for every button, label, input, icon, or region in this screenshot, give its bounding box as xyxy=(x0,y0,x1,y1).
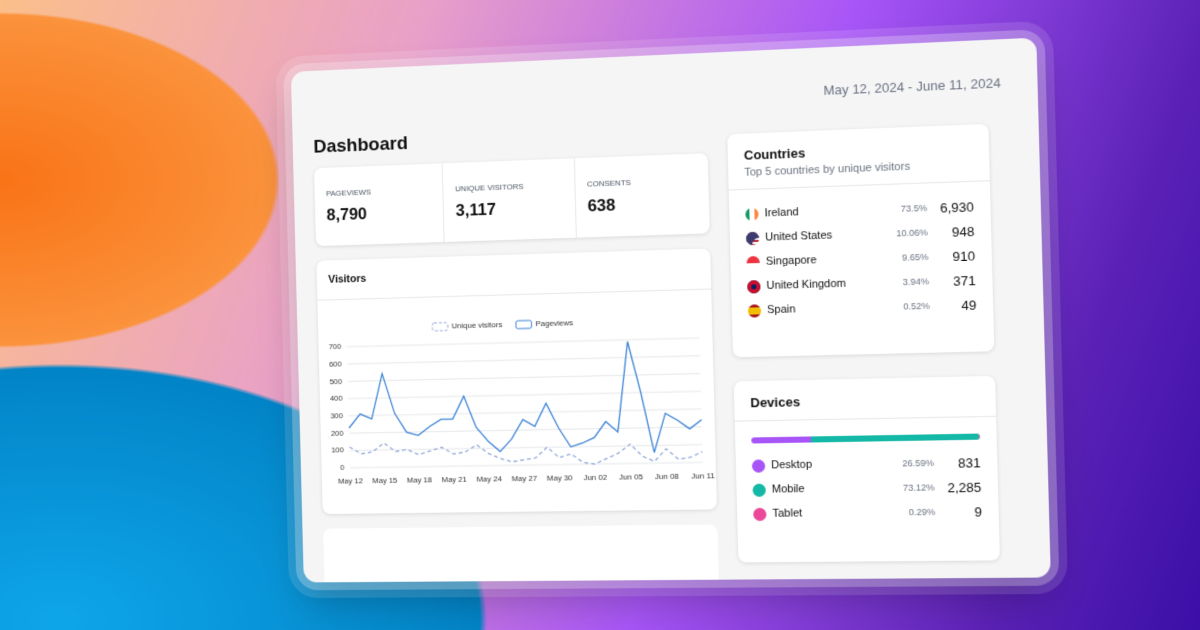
flag-icon xyxy=(745,207,759,221)
visitors-panel: Visitors 0 100 200 300 400 500 600 700 May 12 May… xyxy=(316,248,717,515)
grid-line xyxy=(349,409,702,416)
grid-line xyxy=(348,374,701,382)
y-tick-label: 0 xyxy=(340,463,345,472)
country-count: 948 xyxy=(951,223,975,240)
country-share: 73.5% xyxy=(900,202,928,214)
y-tick-label: 100 xyxy=(331,446,344,455)
device-bar xyxy=(751,433,980,444)
device-row: Desktop 26.59% 831 xyxy=(736,450,998,478)
countries-panel: Countries Top 5 countries by unique visi… xyxy=(727,123,995,358)
y-tick-label: 300 xyxy=(330,411,343,420)
device-dot xyxy=(753,507,767,521)
line-chart: 0 100 200 300 400 500 600 700 May 12 May 15 May 18… xyxy=(329,318,715,485)
stat-label: UNIQUE VISITORS xyxy=(455,181,524,194)
legend-label: Unique visitors xyxy=(452,320,503,330)
panel-title: Devices xyxy=(750,394,801,411)
device-row: Tablet 0.29% 9 xyxy=(737,499,999,526)
stat: UNIQUE VISITORS 3,117 xyxy=(442,158,577,242)
legend-swatch xyxy=(432,323,448,331)
x-tick-label: Jun 02 xyxy=(583,473,607,482)
x-tick-label: May 21 xyxy=(441,475,466,484)
stat: PAGEVIEWS 8,790 xyxy=(314,163,445,247)
country-count: 371 xyxy=(952,272,976,289)
country-share: 10.06% xyxy=(896,227,928,239)
device-name: Mobile xyxy=(771,483,805,496)
country-name: United Kingdom xyxy=(766,277,847,293)
stats-panel: PAGEVIEWS 8,790 UNIQUE VISITORS 3,117 CONSEN… xyxy=(314,153,710,247)
legend-swatch xyxy=(516,320,532,328)
x-tick-label: Jun 08 xyxy=(655,472,680,482)
country-share: 3.94% xyxy=(902,276,930,288)
x-tick-label: May 30 xyxy=(547,473,574,482)
panel-header: Devices xyxy=(733,375,997,422)
y-tick-label: 600 xyxy=(329,359,342,368)
panel-header: Countries Top 5 countries by unique visi… xyxy=(727,123,990,191)
country-name: United States xyxy=(765,229,833,244)
grid-line xyxy=(350,462,703,467)
legend-label: Pageviews xyxy=(535,318,573,328)
y-tick-label: 700 xyxy=(329,342,342,351)
device-row: Mobile 73.12% 2,285 xyxy=(736,474,998,502)
device-name: Desktop xyxy=(771,458,813,472)
devices-panel: Devices Desktop 26.59% 831 Mobile 73.12% 2,28… xyxy=(733,375,1000,563)
device-count: 2,285 xyxy=(947,479,982,495)
country-list: Ireland 73.5% 6,930 United States 10.06% 948 S… xyxy=(729,181,994,323)
stat-value: 638 xyxy=(587,195,616,216)
x-tick-label: May 27 xyxy=(511,474,537,483)
flag-icon xyxy=(746,255,760,269)
x-tick-label: Jun 05 xyxy=(619,472,644,481)
country-count: 49 xyxy=(961,296,977,313)
dashboard-card: May 12, 2024 - June 11, 2024 Dashboard P… xyxy=(290,37,1051,583)
grid-line xyxy=(347,356,700,364)
country-name: Singapore xyxy=(765,254,817,268)
x-tick-label: May 15 xyxy=(372,476,398,485)
grid-line xyxy=(347,338,699,347)
country-share: 0.52% xyxy=(903,300,930,312)
date-range[interactable]: May 12, 2024 - June 11, 2024 xyxy=(823,75,1002,99)
country-name: Spain xyxy=(766,303,796,317)
device-bar-segment xyxy=(811,433,980,443)
y-tick-label: 500 xyxy=(329,377,342,386)
device-bar-segment xyxy=(979,433,980,440)
country-count: 6,930 xyxy=(939,198,975,216)
device-share: 26.59% xyxy=(902,457,934,469)
device-count: 831 xyxy=(957,454,981,471)
device-dot xyxy=(752,483,766,497)
flag-icon xyxy=(745,231,760,245)
device-dot xyxy=(751,458,766,473)
device-share: 73.12% xyxy=(902,482,935,493)
y-tick-label: 200 xyxy=(331,428,344,437)
stat: CONSENTS 638 xyxy=(574,153,709,238)
stat-label: CONSENTS xyxy=(586,178,631,189)
country-count: 910 xyxy=(952,247,976,264)
stat-value: 8,790 xyxy=(326,204,368,225)
grid-line xyxy=(348,391,701,398)
x-tick-label: Jun 11 xyxy=(691,471,715,481)
x-tick-label: May 12 xyxy=(338,476,363,485)
device-share: 0.29% xyxy=(908,506,936,518)
x-tick-label: May 18 xyxy=(407,475,433,484)
device-bar-segment xyxy=(751,436,812,444)
page-title: Dashboard xyxy=(313,133,409,158)
y-tick-label: 400 xyxy=(330,394,343,403)
device-list: Desktop 26.59% 831 Mobile 73.12% 2,285 Tablet 0… xyxy=(736,450,999,527)
stat-value: 3,117 xyxy=(455,199,497,220)
stat-label: PAGEVIEWS xyxy=(325,187,372,199)
device-name: Tablet xyxy=(772,507,803,520)
lower-panel xyxy=(323,524,719,583)
device-count: 9 xyxy=(974,503,983,520)
country-share: 9.65% xyxy=(901,251,929,263)
flag-icon xyxy=(747,303,762,318)
country-name: Ireland xyxy=(764,206,799,220)
x-tick-label: May 24 xyxy=(476,474,502,483)
flag-icon xyxy=(747,279,761,294)
grid-line xyxy=(350,445,703,451)
